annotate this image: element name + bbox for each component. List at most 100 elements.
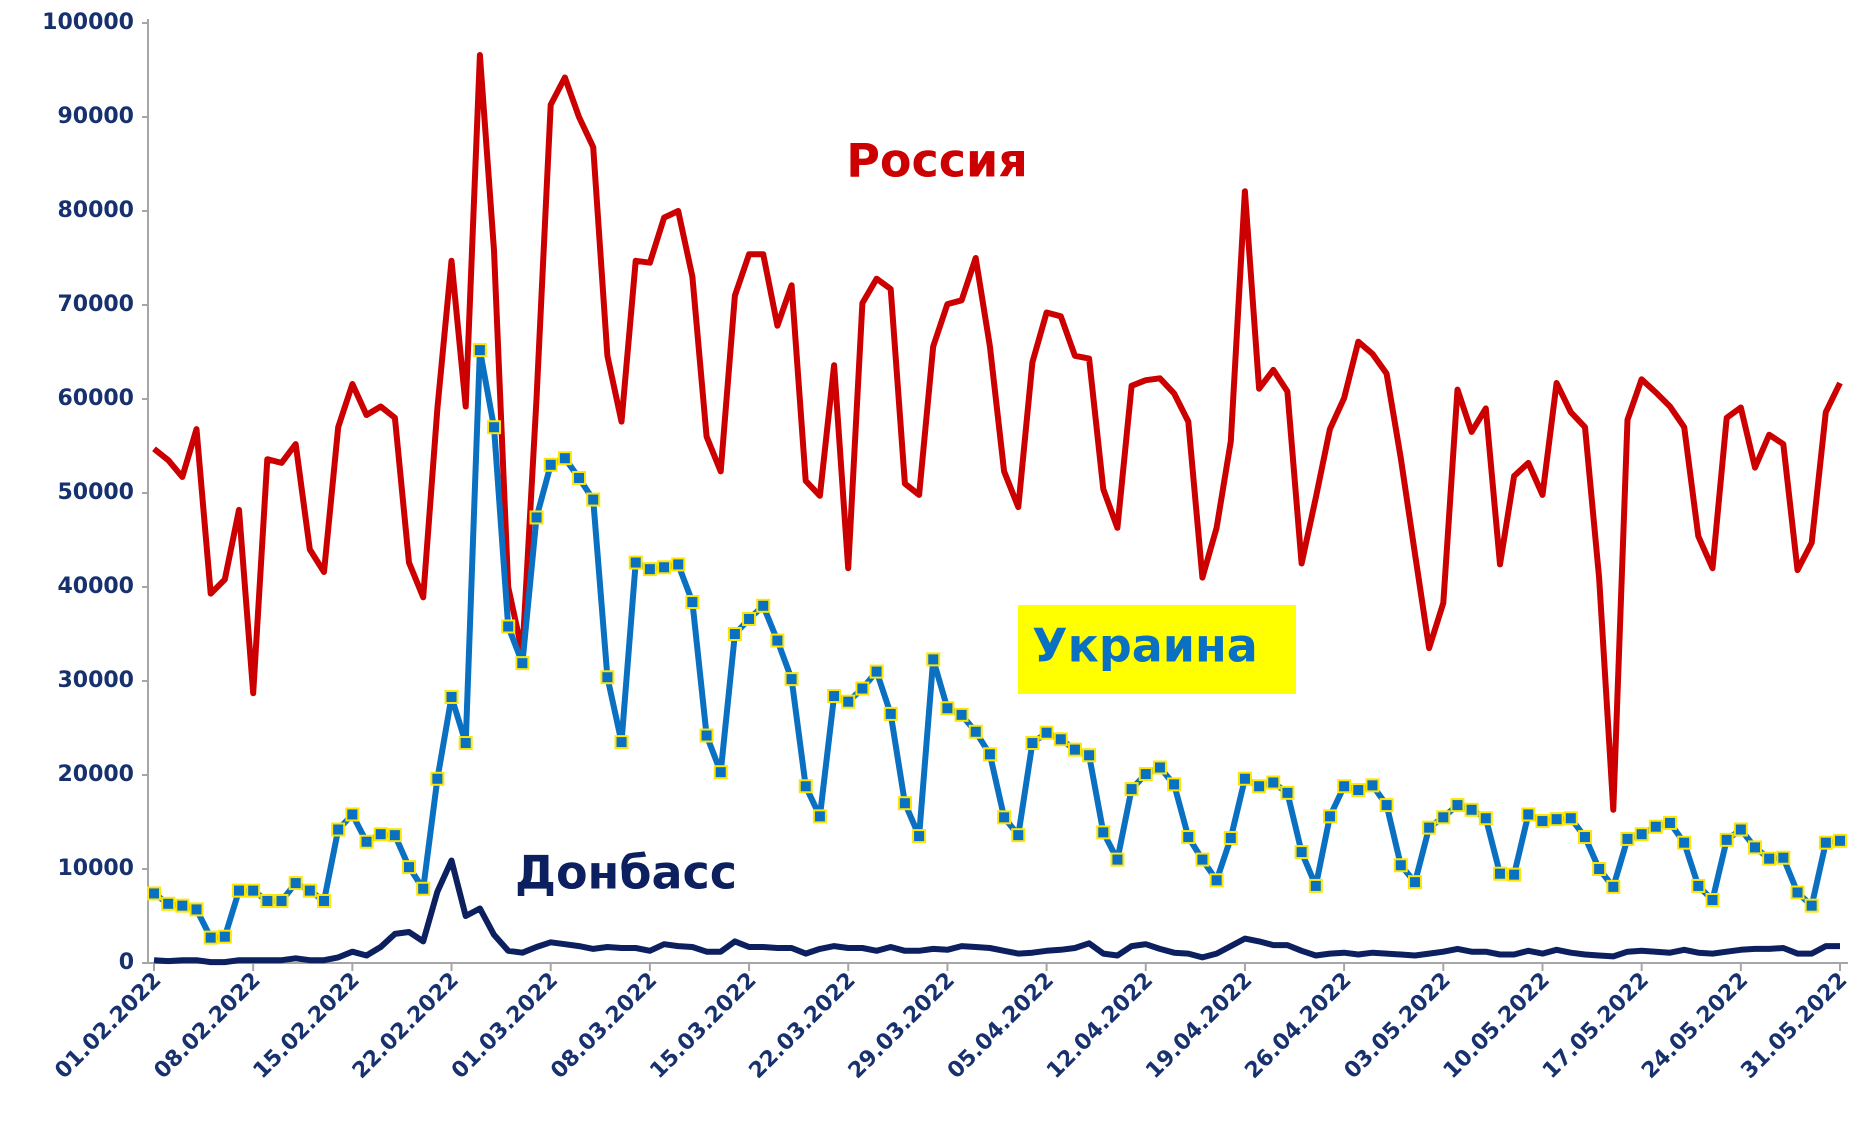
point-marker (713, 765, 728, 780)
point-marker (883, 706, 898, 721)
point-marker (1407, 875, 1422, 890)
point-marker (897, 796, 912, 811)
point-marker (926, 652, 941, 667)
point-marker (1322, 809, 1337, 824)
point-marker (1025, 736, 1040, 751)
point-marker (458, 736, 473, 751)
point-marker (1053, 732, 1068, 747)
point-marker (1677, 835, 1692, 850)
point-marker (1804, 898, 1819, 913)
point-marker (1478, 811, 1493, 826)
point-marker (968, 724, 983, 739)
point-marker (1648, 819, 1663, 834)
point-marker (1096, 825, 1111, 840)
point-marker (742, 611, 757, 626)
point-marker (387, 828, 402, 843)
point-marker (600, 670, 615, 685)
point-marker (1294, 845, 1309, 860)
point-marker (1167, 777, 1182, 792)
point-marker (1223, 830, 1238, 845)
point-marker (869, 664, 884, 679)
point-marker (572, 470, 587, 485)
point-marker (472, 343, 487, 358)
point-marker (940, 701, 955, 716)
point-marker (1152, 760, 1167, 775)
point-marker (1266, 775, 1281, 790)
point-marker (1733, 822, 1748, 837)
point-marker (1606, 879, 1621, 894)
point-marker (1280, 785, 1295, 800)
point-marker (614, 735, 629, 750)
point-marker (1492, 866, 1507, 881)
series-annotation: Донбасс (515, 846, 737, 900)
y-tick-label: 0 (119, 950, 134, 975)
y-tick-label: 50000 (57, 480, 134, 505)
point-marker (642, 562, 657, 577)
point-marker (331, 822, 346, 837)
point-marker (1138, 767, 1153, 782)
point-marker (1450, 798, 1465, 813)
y-tick-label: 30000 (57, 668, 134, 693)
point-marker (1776, 850, 1791, 865)
point-marker (1719, 832, 1734, 847)
point-marker (147, 886, 161, 901)
point-marker (1252, 779, 1267, 794)
point-marker (628, 555, 643, 570)
series-annotation: Россия (846, 134, 1028, 188)
point-marker (1067, 742, 1082, 757)
point-marker (1662, 815, 1677, 830)
point-marker (274, 893, 289, 908)
point-marker (1237, 771, 1252, 786)
point-marker (487, 420, 502, 435)
point-marker (1181, 830, 1196, 845)
point-marker (189, 902, 204, 917)
point-marker (1124, 782, 1139, 797)
point-marker (515, 656, 530, 671)
point-marker (784, 672, 799, 687)
x-tick-label: 31.05.2022 (1736, 968, 1852, 1084)
point-marker (1110, 852, 1125, 867)
point-marker (586, 492, 601, 507)
point-marker (1337, 779, 1352, 794)
point-marker (359, 834, 374, 849)
y-tick-label: 10000 (57, 856, 134, 881)
point-marker (260, 893, 275, 908)
point-marker (1039, 725, 1054, 740)
point-marker (1209, 873, 1224, 888)
point-marker (756, 598, 771, 613)
point-marker (982, 747, 997, 762)
point-marker (1393, 858, 1408, 873)
point-marker (812, 809, 827, 824)
point-marker (798, 779, 813, 794)
y-tick-label: 90000 (57, 104, 134, 129)
point-marker (501, 619, 516, 634)
series-annotation: Украина (1032, 619, 1258, 673)
point-marker (217, 929, 232, 944)
point-marker (1634, 827, 1649, 842)
y-tick-label: 20000 (57, 762, 134, 787)
point-marker (161, 896, 176, 911)
point-marker (699, 728, 714, 743)
point-marker (954, 707, 969, 722)
point-marker (671, 557, 686, 572)
point-marker (727, 627, 742, 641)
series-line (152, 52, 1843, 813)
point-marker (1577, 830, 1592, 845)
point-marker (1365, 778, 1380, 793)
point-marker (1620, 831, 1635, 846)
point-marker (317, 893, 332, 908)
point-marker (1351, 783, 1366, 798)
y-tick-label: 40000 (57, 574, 134, 599)
point-marker (203, 930, 218, 945)
point-marker (416, 881, 431, 896)
point-marker (1422, 820, 1437, 835)
point-marker (430, 771, 445, 786)
point-marker (855, 681, 870, 696)
point-marker (1762, 851, 1777, 866)
y-tick-label: 70000 (57, 292, 134, 317)
y-tick-label: 100000 (42, 10, 134, 35)
point-marker (402, 860, 417, 875)
point-marker (770, 633, 785, 648)
annotation-box (1018, 605, 1296, 694)
